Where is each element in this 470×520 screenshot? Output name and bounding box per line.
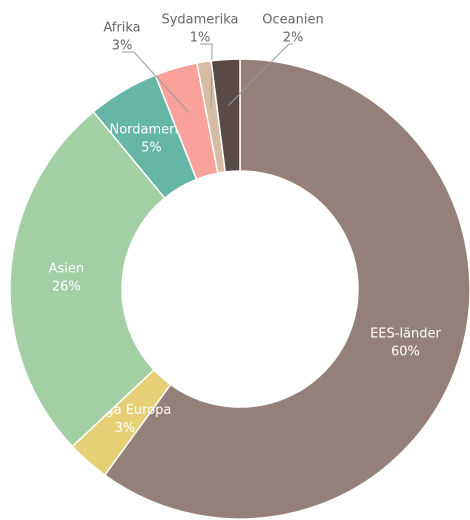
slice-label: Afrika [103, 21, 140, 36]
slice-value: 26% [52, 280, 81, 295]
slice-label: Nordamerika [109, 123, 193, 138]
slice-label: Sydamerika [161, 13, 238, 28]
leader-line [228, 43, 293, 106]
slice-value: 5% [141, 141, 162, 156]
slice-value: 60% [391, 344, 420, 359]
slice-value: 1% [190, 31, 211, 46]
slice-label: EES-länder [370, 326, 441, 341]
leader-line [122, 51, 190, 113]
slice-value: 3% [112, 39, 133, 54]
slice-label: Asien [49, 262, 85, 277]
slice [210, 58, 241, 173]
leader-line [200, 43, 213, 108]
slice-value: 3% [115, 421, 136, 436]
slice-label: Oceanien [262, 13, 323, 28]
slice-value: 2% [283, 31, 304, 46]
slice [103, 58, 470, 520]
slice [9, 110, 166, 448]
